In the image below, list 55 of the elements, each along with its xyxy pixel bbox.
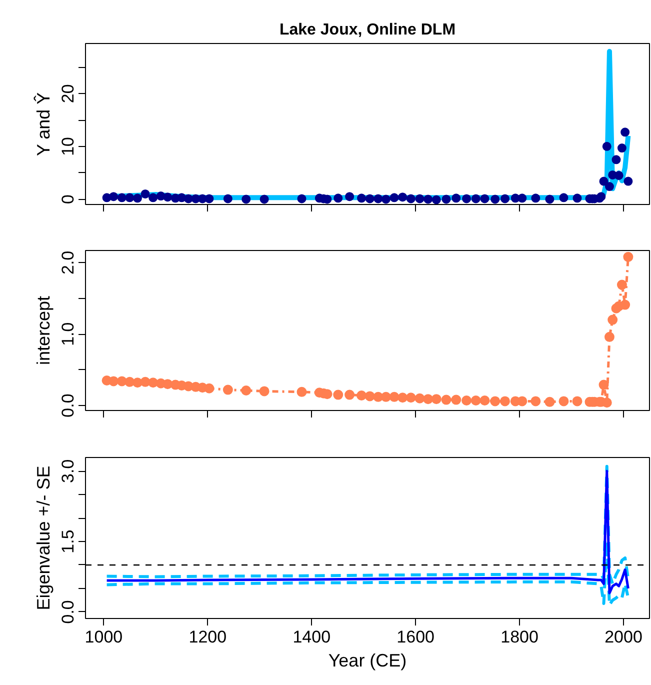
y-tick-label: 20 <box>58 84 78 104</box>
y-tick-label: 10 <box>58 136 78 156</box>
point <box>490 396 500 406</box>
point <box>572 396 582 406</box>
point <box>259 386 270 396</box>
y-tick-label: 3.0 <box>58 459 78 483</box>
point <box>364 391 375 402</box>
point <box>558 396 569 406</box>
point <box>296 386 307 397</box>
x-tick-label: 1800 <box>500 628 538 646</box>
y-axis-title: Y and Ŷ <box>34 92 54 156</box>
y-tick-label: 0.0 <box>58 600 78 624</box>
point <box>380 392 391 402</box>
point <box>441 394 452 405</box>
y-axis-title: Eigenvalue +/- SE <box>34 466 54 610</box>
y-tick-label: 0 <box>58 194 78 204</box>
point <box>598 380 609 390</box>
y-tick-label: 1.5 <box>58 530 78 554</box>
point <box>470 396 481 406</box>
x-tick-label: 1200 <box>188 628 227 646</box>
chart-title: Lake Joux, Online DLM <box>279 22 456 38</box>
point <box>480 396 490 406</box>
y-tick-label: 0.0 <box>58 394 78 418</box>
point <box>616 280 627 290</box>
x-tick-label: 1000 <box>84 628 123 646</box>
point <box>623 252 634 262</box>
point <box>608 314 618 325</box>
point <box>451 394 462 405</box>
point <box>398 392 408 403</box>
point <box>500 396 510 406</box>
x-tick-label: 1600 <box>396 628 434 646</box>
point <box>544 396 555 407</box>
point <box>423 394 434 404</box>
y-tick-label: 2.0 <box>58 250 78 274</box>
point <box>530 396 541 406</box>
y-tick-label: 1.0 <box>58 322 78 346</box>
point <box>414 393 425 404</box>
x-tick-label: 2000 <box>604 628 642 646</box>
point <box>462 396 472 406</box>
y-axis-title: intercept <box>34 296 54 366</box>
point <box>389 392 400 402</box>
point <box>406 392 416 403</box>
point <box>356 390 367 400</box>
point <box>344 390 355 400</box>
point <box>620 300 630 310</box>
point <box>241 386 252 396</box>
x-axis-title: Year (CE) <box>328 650 407 670</box>
x-tick-label: 1400 <box>292 628 331 646</box>
point <box>204 383 214 394</box>
point <box>604 332 614 342</box>
point <box>333 390 344 400</box>
point <box>431 394 442 404</box>
point <box>108 376 119 386</box>
point <box>222 384 233 395</box>
point <box>517 396 528 406</box>
